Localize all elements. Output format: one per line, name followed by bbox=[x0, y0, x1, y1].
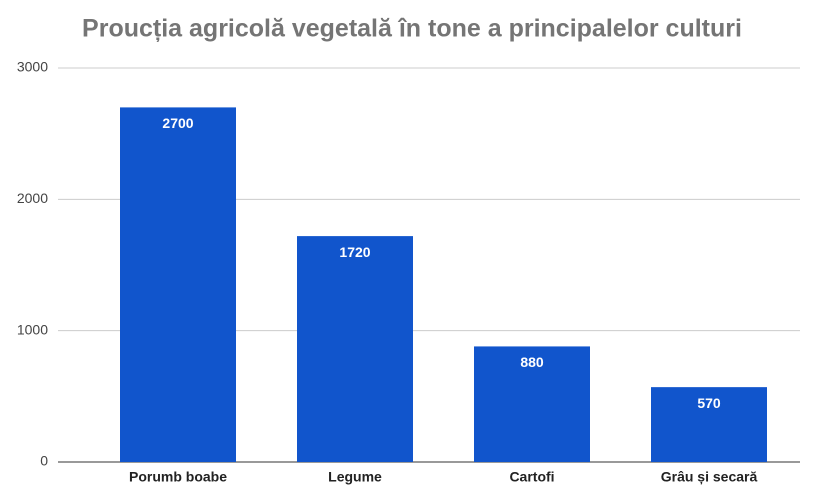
value-label: 1720 bbox=[339, 244, 370, 260]
value-label: 880 bbox=[520, 354, 544, 370]
x-tick-label: Cartofi bbox=[509, 469, 554, 485]
bar bbox=[474, 346, 590, 462]
y-tick-label: 1000 bbox=[17, 321, 48, 337]
value-label: 570 bbox=[697, 395, 721, 411]
y-tick-label: 2000 bbox=[17, 190, 48, 206]
x-tick-label: Legume bbox=[328, 469, 382, 485]
value-label: 2700 bbox=[162, 115, 193, 131]
bar bbox=[297, 236, 413, 462]
y-tick-label: 3000 bbox=[17, 59, 48, 75]
y-tick-label: 0 bbox=[40, 453, 48, 469]
x-tick-label: Porumb boabe bbox=[129, 469, 227, 485]
bar bbox=[120, 107, 236, 463]
x-tick-label: Grâu și secară bbox=[661, 469, 758, 485]
chart-title: Proucția agricolă vegetală în tone a pri… bbox=[82, 15, 742, 43]
bar bbox=[651, 387, 767, 462]
